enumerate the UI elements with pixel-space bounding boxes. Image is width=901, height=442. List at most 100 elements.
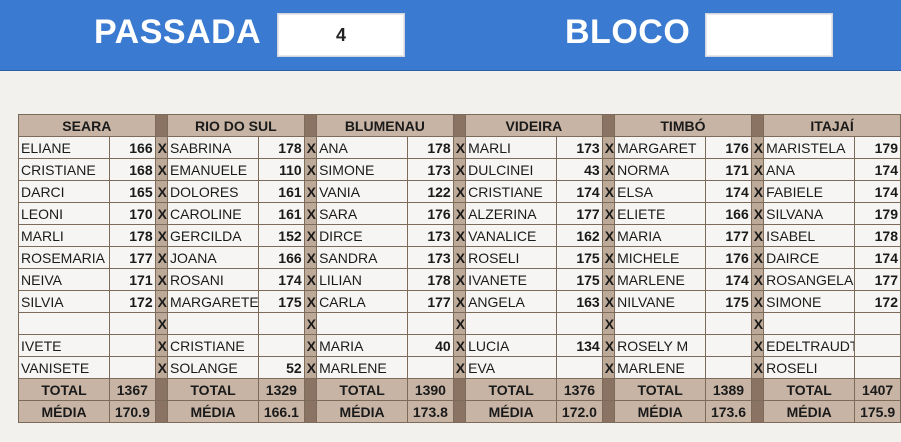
player-score-cell[interactable]: 163 bbox=[556, 290, 603, 313]
player-score-cell[interactable] bbox=[258, 312, 305, 335]
player-name-cell[interactable]: MARLI bbox=[17, 224, 111, 247]
player-name-cell[interactable]: ANA bbox=[316, 136, 409, 159]
player-score-cell[interactable]: 161 bbox=[258, 180, 305, 203]
player-name-cell[interactable]: IVANETE bbox=[465, 268, 558, 291]
player-name-cell[interactable]: MARLENE bbox=[316, 356, 409, 379]
player-score-cell[interactable]: 175 bbox=[556, 246, 603, 269]
player-name-cell[interactable]: ELIANE bbox=[17, 136, 111, 159]
player-score-cell[interactable]: 177 bbox=[854, 268, 901, 291]
player-score-cell[interactable] bbox=[556, 356, 603, 379]
player-score-cell[interactable]: 179 bbox=[854, 136, 901, 159]
player-score-cell[interactable]: 177 bbox=[705, 224, 752, 247]
player-score-cell[interactable]: 43 bbox=[556, 158, 603, 181]
player-name-cell[interactable]: MARISTELA bbox=[763, 136, 856, 159]
player-score-cell[interactable]: 173 bbox=[556, 136, 603, 159]
player-name-cell[interactable]: ROSEMARIA bbox=[17, 246, 111, 269]
player-score-cell[interactable]: 52 bbox=[258, 356, 305, 379]
player-name-cell[interactable]: MICHELE bbox=[614, 246, 707, 269]
player-name-cell[interactable]: CRISTIANE bbox=[465, 180, 558, 203]
player-score-cell[interactable]: 173 bbox=[407, 224, 454, 247]
player-name-cell[interactable]: EDELTRAUDT bbox=[763, 334, 856, 357]
player-score-cell[interactable]: 166 bbox=[705, 202, 752, 225]
player-name-cell[interactable]: DOLORES bbox=[167, 180, 260, 203]
player-name-cell[interactable]: CRISTIANE bbox=[167, 334, 260, 357]
player-name-cell[interactable] bbox=[316, 312, 409, 335]
player-score-cell[interactable]: 165 bbox=[109, 180, 156, 203]
player-score-cell[interactable]: 40 bbox=[407, 334, 454, 357]
player-name-cell[interactable]: SILVIA bbox=[17, 290, 111, 313]
player-name-cell[interactable]: CARLA bbox=[316, 290, 409, 313]
player-score-cell[interactable] bbox=[705, 312, 752, 335]
player-score-cell[interactable]: 174 bbox=[854, 246, 901, 269]
player-score-cell[interactable]: 166 bbox=[109, 136, 156, 159]
player-score-cell[interactable]: 122 bbox=[407, 180, 454, 203]
player-name-cell[interactable]: EVA bbox=[465, 356, 558, 379]
player-score-cell[interactable]: 172 bbox=[109, 290, 156, 313]
player-score-cell[interactable] bbox=[258, 334, 305, 357]
player-score-cell[interactable]: 176 bbox=[705, 246, 752, 269]
player-name-cell[interactable]: ELIETE bbox=[614, 202, 707, 225]
player-score-cell[interactable] bbox=[109, 312, 156, 335]
player-score-cell[interactable]: 175 bbox=[258, 290, 305, 313]
player-score-cell[interactable]: 178 bbox=[109, 224, 156, 247]
player-name-cell[interactable]: MARLENE bbox=[614, 356, 707, 379]
player-name-cell[interactable]: SABRINA bbox=[167, 136, 260, 159]
player-name-cell[interactable]: FABIELE bbox=[763, 180, 856, 203]
player-score-cell[interactable]: 171 bbox=[705, 158, 752, 181]
player-name-cell[interactable] bbox=[167, 312, 260, 335]
player-name-cell[interactable]: ROSANGELA bbox=[763, 268, 856, 291]
player-name-cell[interactable]: ANGELA bbox=[465, 290, 558, 313]
player-score-cell[interactable]: 174 bbox=[854, 158, 901, 181]
player-name-cell[interactable]: DULCINEI bbox=[465, 158, 558, 181]
player-name-cell[interactable]: ISABEL bbox=[763, 224, 856, 247]
player-score-cell[interactable]: 162 bbox=[556, 224, 603, 247]
player-score-cell[interactable]: 172 bbox=[854, 290, 901, 313]
player-score-cell[interactable]: 178 bbox=[258, 136, 305, 159]
player-name-cell[interactable] bbox=[614, 312, 707, 335]
player-name-cell[interactable]: DARCI bbox=[17, 180, 111, 203]
player-score-cell[interactable]: 110 bbox=[258, 158, 305, 181]
player-name-cell[interactable]: NILVANE bbox=[614, 290, 707, 313]
player-name-cell[interactable]: SANDRA bbox=[316, 246, 409, 269]
player-name-cell[interactable]: GERCILDA bbox=[167, 224, 260, 247]
player-name-cell[interactable]: ALZERINA bbox=[465, 202, 558, 225]
player-score-cell[interactable]: 173 bbox=[407, 246, 454, 269]
player-score-cell[interactable]: 174 bbox=[705, 268, 752, 291]
player-name-cell[interactable] bbox=[17, 312, 111, 335]
player-name-cell[interactable]: MARLENE bbox=[614, 268, 707, 291]
player-name-cell[interactable]: MARGARET bbox=[614, 136, 707, 159]
player-score-cell[interactable] bbox=[854, 356, 901, 379]
player-score-cell[interactable]: 176 bbox=[705, 136, 752, 159]
player-name-cell[interactable] bbox=[465, 312, 558, 335]
player-name-cell[interactable] bbox=[763, 312, 856, 335]
passada-field[interactable]: 4 bbox=[277, 13, 405, 57]
player-name-cell[interactable]: ROSELI bbox=[763, 356, 856, 379]
player-score-cell[interactable] bbox=[109, 334, 156, 357]
player-score-cell[interactable]: 177 bbox=[556, 202, 603, 225]
player-name-cell[interactable]: LILIAN bbox=[316, 268, 409, 291]
player-name-cell[interactable]: NEIVA bbox=[17, 268, 111, 291]
player-name-cell[interactable]: SOLANGE bbox=[167, 356, 260, 379]
player-score-cell[interactable]: 134 bbox=[556, 334, 603, 357]
player-score-cell[interactable]: 174 bbox=[705, 180, 752, 203]
player-name-cell[interactable]: DAIRCE bbox=[763, 246, 856, 269]
player-score-cell[interactable] bbox=[109, 356, 156, 379]
player-name-cell[interactable]: ANA bbox=[763, 158, 856, 181]
player-name-cell[interactable]: EMANUELE bbox=[167, 158, 260, 181]
player-name-cell[interactable]: MARLI bbox=[465, 136, 558, 159]
player-name-cell[interactable]: ROSELY M bbox=[614, 334, 707, 357]
player-score-cell[interactable]: 152 bbox=[258, 224, 305, 247]
player-score-cell[interactable]: 170 bbox=[109, 202, 156, 225]
player-score-cell[interactable]: 171 bbox=[109, 268, 156, 291]
bloco-field[interactable] bbox=[705, 13, 833, 57]
player-name-cell[interactable]: CRISTIANE bbox=[17, 158, 111, 181]
player-name-cell[interactable]: VANALICE bbox=[465, 224, 558, 247]
player-score-cell[interactable]: 177 bbox=[407, 290, 454, 313]
player-name-cell[interactable]: CAROLINE bbox=[167, 202, 260, 225]
player-name-cell[interactable]: SILVANA bbox=[763, 202, 856, 225]
player-name-cell[interactable]: SIMONE bbox=[316, 158, 409, 181]
player-name-cell[interactable]: ROSELI bbox=[465, 246, 558, 269]
player-name-cell[interactable]: ELSA bbox=[614, 180, 707, 203]
player-score-cell[interactable]: 168 bbox=[109, 158, 156, 181]
player-name-cell[interactable]: SARA bbox=[316, 202, 409, 225]
